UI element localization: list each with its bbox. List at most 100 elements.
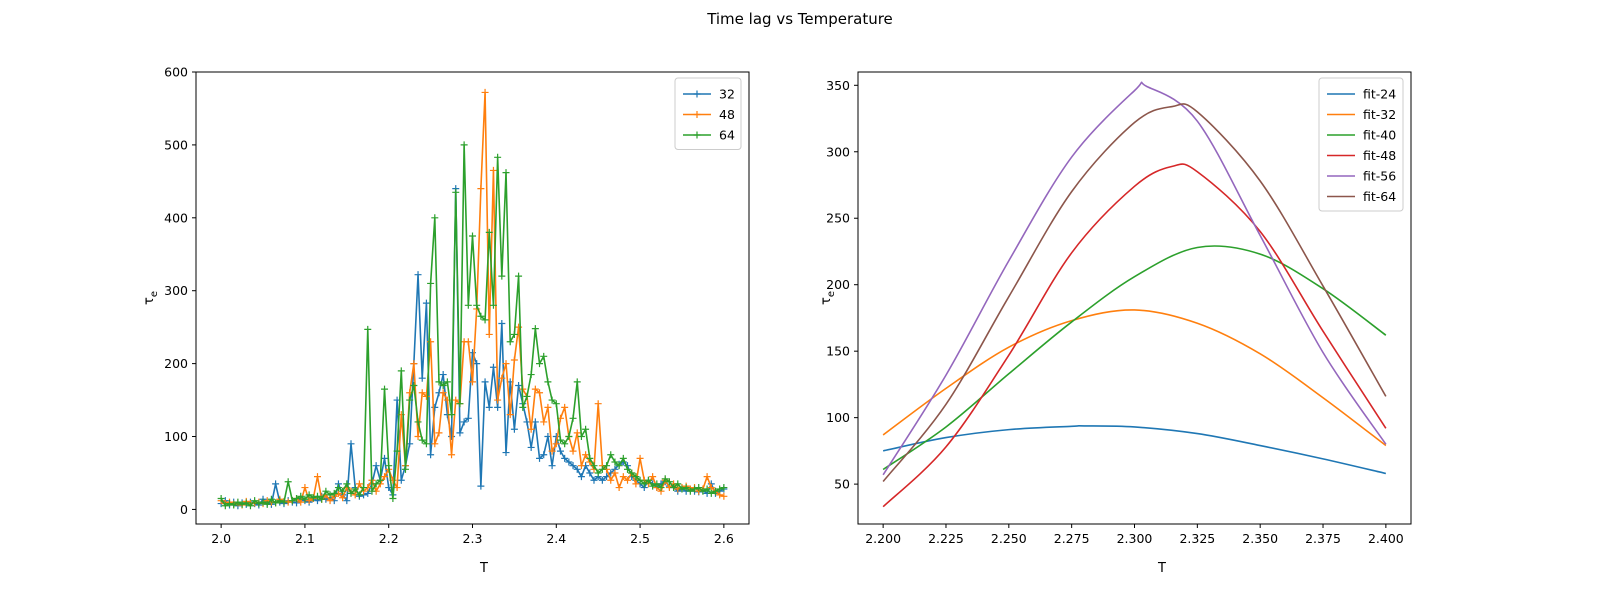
left-data-point-64-91: [598, 465, 606, 473]
figure-title: Time lag vs Temperature: [706, 10, 893, 28]
left-data-point-64-17: [288, 497, 296, 505]
left-data-point-64-18: [293, 494, 301, 502]
left-data-point-64-103: [649, 482, 657, 490]
left-data-point-64-24: [318, 495, 326, 503]
left-data-point-64-75: [531, 325, 539, 333]
left-data-point-64-12: [267, 495, 275, 503]
left-data-point-64-93: [607, 451, 615, 459]
left-data-point-48-39: [381, 473, 389, 481]
left-data-point-64-8: [251, 497, 259, 505]
left-data-point-32-71: [515, 381, 523, 389]
left-legend-label-64: 64: [719, 128, 735, 143]
left-data-point-64-36: [368, 487, 376, 495]
left-data-point-48-86: [577, 462, 585, 470]
right-series-line-fit-40: [882, 245, 1387, 471]
left-data-point-64-23: [313, 492, 321, 500]
left-data-point-32-83: [565, 458, 573, 466]
left-data-point-48-52: [435, 429, 443, 437]
left-chart: 2.0 2.1 2.2 2.3 2.4 2.5 2.6 0 100 200 300 400 500 600…: [142, 65, 750, 576]
left-data-point-64-54: [443, 378, 451, 386]
left-data-point-64-84: [569, 414, 577, 422]
left-data-point-48-93: [607, 476, 615, 484]
left-data-point-48-99: [632, 480, 640, 488]
left-data-point-64-58: [460, 141, 468, 149]
left-series-line-48: [220, 91, 725, 506]
left-data-point-64-78: [544, 378, 552, 386]
left-data-point-32-85: [573, 465, 581, 473]
left-data-point-48-42: [393, 484, 401, 492]
right-y-tick-label: 100: [826, 410, 850, 425]
left-data-point-64-95: [615, 462, 623, 470]
left-data-point-64-83: [565, 433, 573, 441]
left-data-point-64-69: [506, 338, 514, 346]
left-data-point-48-77: [540, 418, 548, 426]
left-y-tick-label: 0: [180, 502, 188, 517]
right-x-tick-label: 2.250: [991, 531, 1027, 546]
left-data-point-64-100: [636, 476, 644, 484]
left-data-point-32-65: [489, 363, 497, 371]
left-data-point-48-96: [619, 473, 627, 481]
left-data-point-48-84: [569, 447, 577, 455]
left-data-point-64-47: [414, 418, 422, 426]
left-data-point-64-5: [238, 500, 246, 508]
left-y-axis-label: τe: [142, 291, 160, 305]
left-data-point-64-57: [456, 400, 464, 408]
left-series-markers-64: [217, 141, 728, 510]
left-y-tick-label: 600: [164, 65, 188, 80]
left-data-point-64-74: [527, 371, 535, 379]
left-data-point-64-110: [678, 485, 686, 493]
left-data-point-48-67: [498, 374, 506, 382]
right-x-tick-label: 2.325: [1179, 531, 1215, 546]
left-data-point-48-116: [703, 473, 711, 481]
left-data-point-32-48: [418, 374, 426, 382]
left-data-point-64-92: [603, 462, 611, 470]
left-data-point-32-63: [481, 378, 489, 386]
right-y-tick-label: 200: [826, 277, 850, 292]
left-y-tick-label: 400: [164, 210, 188, 225]
left-data-point-32-84: [569, 462, 577, 470]
left-data-point-64-48: [418, 436, 426, 444]
left-y-tick-label: 500: [164, 137, 188, 152]
left-data-point-64-20: [301, 495, 309, 503]
right-y-tick-label: 300: [826, 144, 850, 159]
left-data-point-64-80: [552, 400, 560, 408]
right-legend-label-fit-40: fit-40: [1363, 128, 1396, 143]
left-data-point-64-45: [406, 396, 414, 404]
left-data-point-32-61: [473, 360, 481, 368]
left-data-point-32-37: [372, 462, 380, 470]
left-data-point-64-114: [695, 484, 703, 492]
left-data-point-48-70: [510, 356, 518, 364]
left-y-tick-label: 200: [164, 356, 188, 371]
left-data-point-48-33: [355, 480, 363, 488]
left-data-point-48-75: [531, 385, 539, 393]
right-series-line-fit-48: [882, 163, 1387, 508]
left-series-line-64: [220, 144, 725, 507]
left-data-point-64-109: [674, 480, 682, 488]
left-data-point-48-100: [636, 454, 644, 462]
left-data-point-32-89: [590, 476, 598, 484]
left-data-point-64-55: [448, 411, 456, 419]
left-data-point-48-97: [624, 476, 632, 484]
left-data-point-32-31: [347, 440, 355, 448]
left-data-point-32-68: [502, 449, 510, 457]
right-y-tick-label: 350: [826, 78, 850, 93]
left-data-point-64-1: [221, 502, 229, 510]
left-data-point-48-46: [410, 360, 418, 368]
left-data-point-64-90: [594, 469, 602, 477]
left-data-point-64-82: [561, 440, 569, 448]
left-data-point-48-47: [414, 433, 422, 441]
left-data-point-32-64: [485, 403, 493, 411]
left-data-point-64-35: [364, 325, 372, 333]
left-data-point-32-75: [531, 418, 539, 426]
left-data-point-64-112: [686, 487, 694, 495]
left-data-point-64-76: [536, 360, 544, 368]
right-x-axis-label: T: [1157, 561, 1166, 576]
left-data-point-64-9: [255, 500, 263, 508]
left-data-point-64-72: [519, 403, 527, 411]
left-data-point-64-60: [469, 232, 476, 240]
left-x-tick-label: 2.3: [463, 531, 483, 546]
left-x-tick-label: 2.6: [714, 531, 734, 546]
right-y-tick-label: 250: [826, 211, 850, 226]
left-data-point-64-41: [389, 494, 397, 502]
